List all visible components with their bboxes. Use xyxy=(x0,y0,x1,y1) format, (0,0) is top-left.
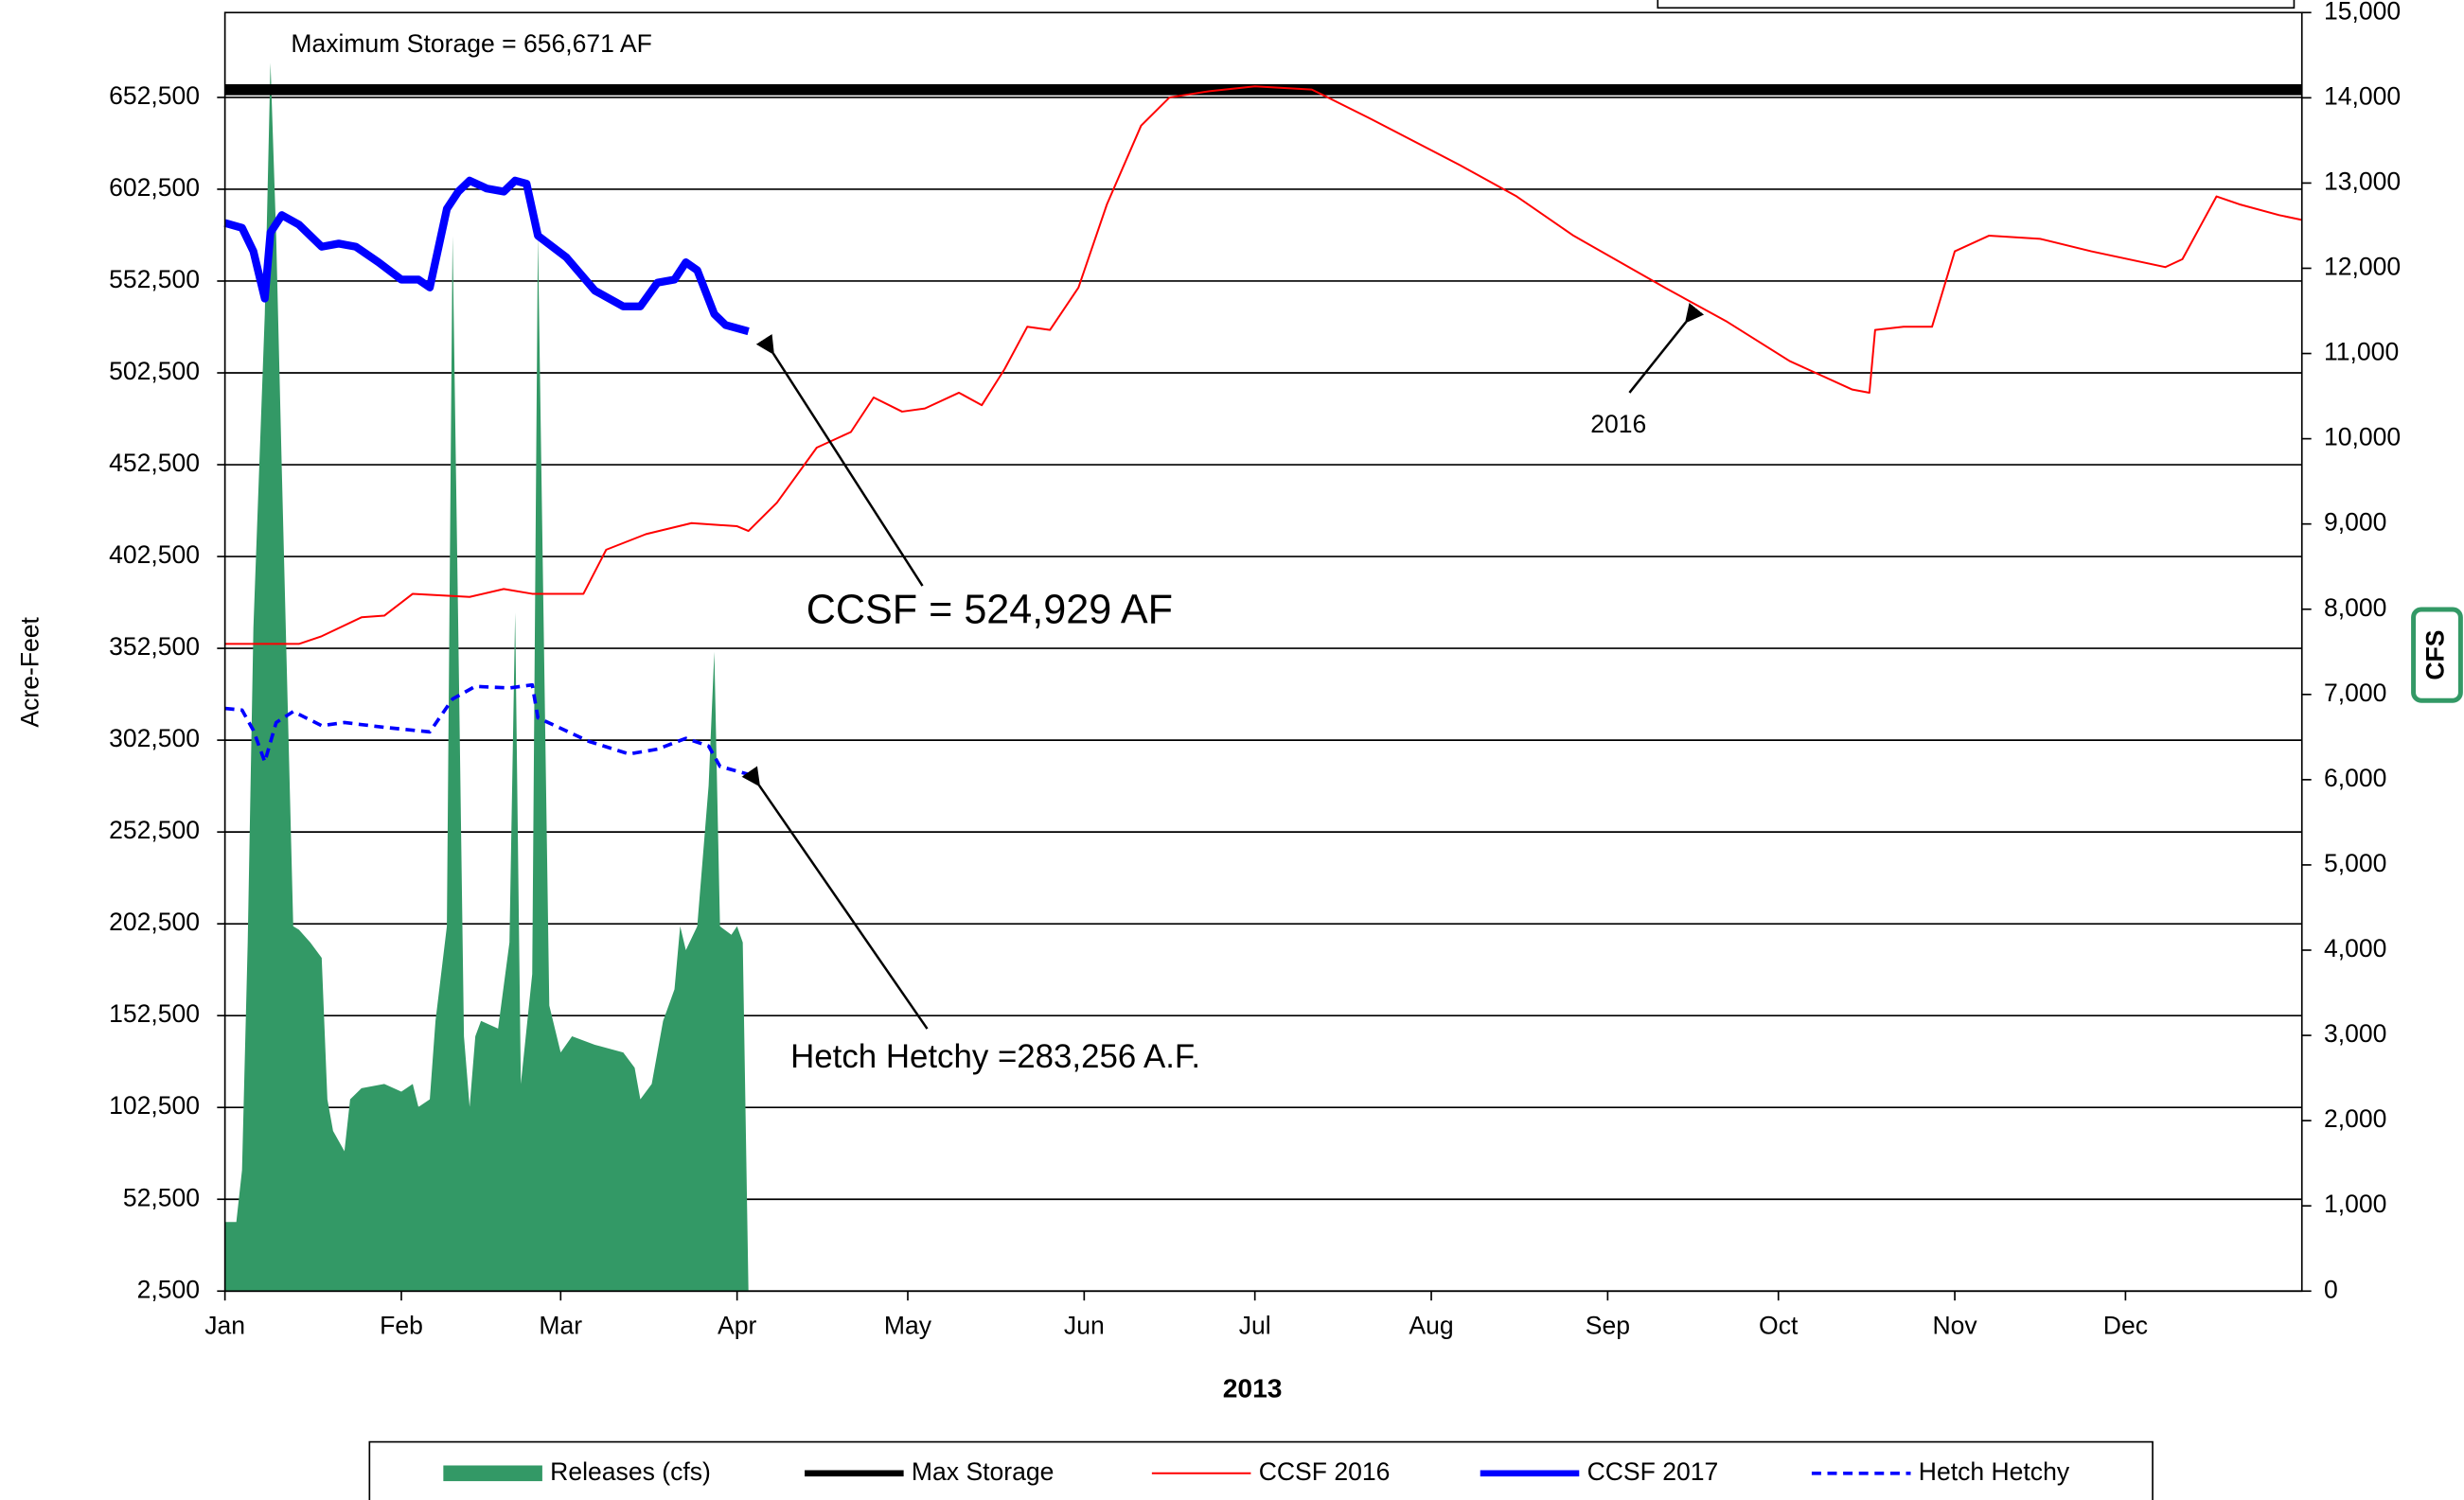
y-tick-label: 252,500 xyxy=(109,816,200,844)
y-tick-label: 352,500 xyxy=(109,632,200,661)
line xyxy=(224,85,2302,645)
y-tick-label: 102,500 xyxy=(109,1091,200,1120)
y2-tick-label: 5,000 xyxy=(2324,849,2386,877)
y-tick-label: 452,500 xyxy=(109,449,200,477)
arrow xyxy=(755,333,924,587)
y-tick-label: 602,500 xyxy=(109,173,200,202)
legend-label: CCSF 2017 xyxy=(1587,1457,1719,1486)
line xyxy=(223,176,750,336)
legend-box-top xyxy=(1657,0,2296,9)
x-tick-label: Jan xyxy=(204,1311,245,1339)
y2-tick-label: 4,000 xyxy=(2324,934,2386,962)
y2-tick-label: 2,000 xyxy=(2324,1104,2386,1133)
y2-label-box xyxy=(2411,607,2463,703)
y-tick-label: 152,500 xyxy=(109,999,200,1028)
y-tick-label: 2,500 xyxy=(137,1275,200,1303)
x-tick-label: Mar xyxy=(539,1311,582,1339)
x-tick-label: Aug xyxy=(1409,1311,1453,1339)
y2-tick-label: 0 xyxy=(2324,1275,2338,1303)
x-tick-label: Apr xyxy=(718,1311,756,1339)
y2-tick-label: 1,000 xyxy=(2324,1190,2386,1218)
arrow xyxy=(741,766,929,1030)
x-tick-label: Feb xyxy=(380,1311,423,1339)
y2-tick-label: 3,000 xyxy=(2324,1019,2386,1048)
x-tick-label: Nov xyxy=(1932,1311,1977,1339)
y-tick-label: 402,500 xyxy=(109,540,200,569)
legend-label: Max Storage xyxy=(912,1457,1055,1486)
y-tick-label: 302,500 xyxy=(109,724,200,752)
y-tick-label: 652,500 xyxy=(109,81,200,110)
y-tick-label: 552,500 xyxy=(109,265,200,293)
line xyxy=(224,682,750,776)
y2-tick-label: 13,000 xyxy=(2324,167,2401,195)
y-axis-label: Acre-Feet xyxy=(16,616,44,727)
y2-tick-label: 8,000 xyxy=(2324,593,2386,622)
y2-tick-label: 14,000 xyxy=(2324,81,2401,110)
x-tick-label: Oct xyxy=(1759,1311,1799,1339)
legend-label: CCSF 2016 xyxy=(1259,1457,1391,1486)
x-tick-label: Jul xyxy=(1239,1311,1271,1339)
y2-axis-label: CFS xyxy=(2420,630,2449,680)
y2-tick-label: 9,000 xyxy=(2324,508,2386,537)
x-tick-label: Dec xyxy=(2103,1311,2148,1339)
y2-tick-label: 15,000 xyxy=(2324,0,2401,25)
x-tick-label: Sep xyxy=(1586,1311,1630,1339)
y2-tick-label: 7,000 xyxy=(2324,679,2386,707)
y-tick-label: 502,500 xyxy=(109,357,200,385)
legend-entries: Releases (cfs) Max Storage CCSF 2016 CCSF 2… xyxy=(443,1457,2070,1486)
y-tick-label: 202,500 xyxy=(109,908,200,936)
y2-tick-label: 6,000 xyxy=(2324,764,2386,792)
y2-tick-label: 10,000 xyxy=(2324,423,2401,451)
y2-tick-label: 11,000 xyxy=(2324,338,2399,366)
legend-label: Hetch Hetchy xyxy=(1919,1457,2070,1486)
plot-area xyxy=(223,62,2302,1293)
plot-frame xyxy=(223,11,2303,1293)
annotation: CCSF = 524,929 AF xyxy=(807,588,1173,633)
legend-label: Releases (cfs) xyxy=(550,1457,711,1486)
x-tick-label: Jun xyxy=(1064,1311,1105,1339)
annotation: Hetch Hetchy =283,256 A.F. xyxy=(790,1038,1200,1075)
arrow xyxy=(1628,303,1705,394)
annotation: Maximum Storage = 656,671 AF xyxy=(291,29,651,58)
legend xyxy=(368,1440,2154,1500)
y-tick-label: 52,500 xyxy=(123,1183,200,1211)
legend-swatch xyxy=(443,1465,542,1482)
annotation: 2016 xyxy=(1590,410,1646,438)
x-axis-label: 2013 xyxy=(1223,1372,1283,1403)
area xyxy=(224,62,749,1292)
y2-tick-label: 12,000 xyxy=(2324,252,2401,280)
x-tick-label: May xyxy=(884,1311,932,1339)
